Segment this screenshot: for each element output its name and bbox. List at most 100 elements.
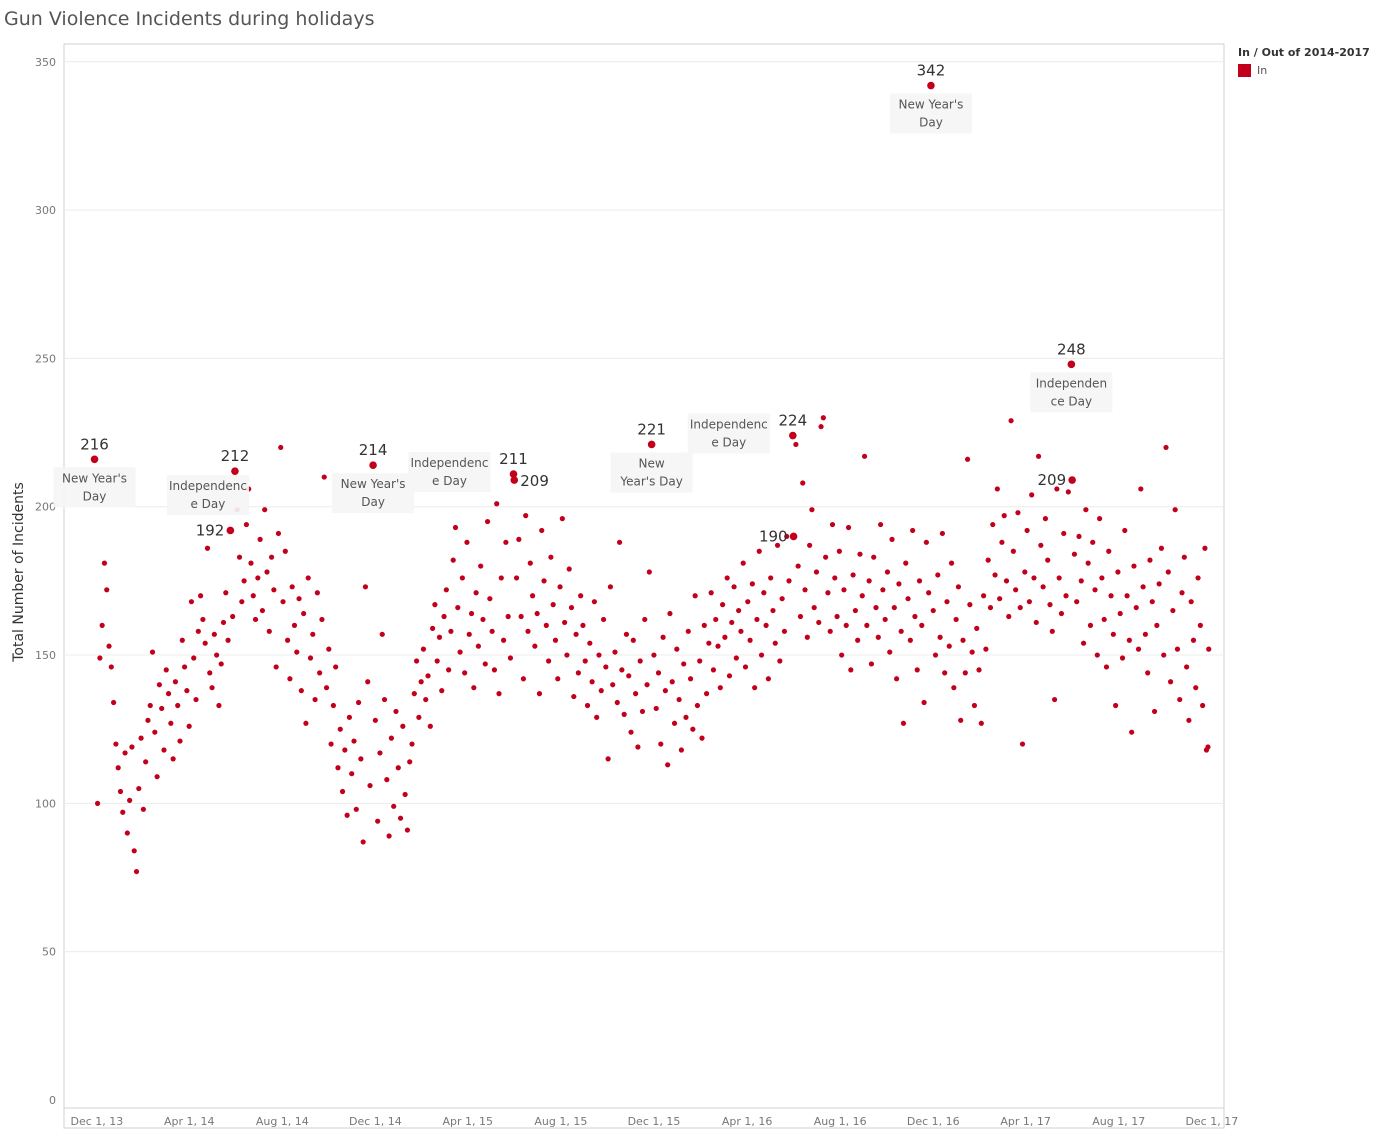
data-point xyxy=(323,685,330,691)
data-point xyxy=(946,643,952,649)
data-point xyxy=(248,560,254,566)
data-point xyxy=(614,699,620,706)
annotation-value: 224 xyxy=(778,412,807,430)
data-point xyxy=(97,655,103,661)
data-point xyxy=(809,507,815,513)
annotation-value: 190 xyxy=(759,527,788,545)
data-point xyxy=(303,720,309,726)
data-point xyxy=(335,765,341,771)
data-point xyxy=(779,596,785,602)
data-point xyxy=(312,696,318,703)
data-point xyxy=(296,596,302,602)
data-point xyxy=(1033,619,1039,626)
data-point xyxy=(1174,646,1181,652)
data-point xyxy=(697,658,703,664)
data-point xyxy=(236,554,243,560)
data-point xyxy=(191,655,197,661)
data-point xyxy=(436,634,443,640)
data-point xyxy=(131,848,137,854)
data-point xyxy=(491,667,498,673)
annotation-label: Day xyxy=(361,495,385,509)
data-point xyxy=(425,673,431,679)
data-point xyxy=(665,762,671,768)
data-point xyxy=(559,516,565,522)
data-point xyxy=(1161,652,1167,658)
highlighted-point xyxy=(927,81,935,90)
data-point xyxy=(225,637,231,643)
legend-label: In xyxy=(1257,64,1268,77)
data-point xyxy=(948,560,955,566)
data-point xyxy=(420,646,427,652)
data-point xyxy=(94,800,101,806)
data-point xyxy=(926,590,932,596)
data-point xyxy=(207,670,213,676)
data-point xyxy=(525,628,531,634)
data-point xyxy=(871,554,877,560)
data-point xyxy=(473,590,479,596)
legend-item-in[interactable]: In xyxy=(1238,64,1370,77)
data-point xyxy=(690,726,696,732)
data-point xyxy=(307,655,314,661)
data-point xyxy=(282,548,288,554)
data-point xyxy=(964,456,971,462)
data-point xyxy=(507,655,514,661)
annotation-label: e Day xyxy=(432,474,467,488)
data-point xyxy=(587,640,593,646)
highlighted-point xyxy=(369,461,377,470)
data-point xyxy=(129,744,135,750)
data-point xyxy=(990,521,996,528)
annotation-label-box xyxy=(332,473,415,514)
annotation-label-box xyxy=(610,452,693,493)
data-point xyxy=(140,806,146,812)
data-point xyxy=(539,527,545,534)
data-point xyxy=(774,542,781,548)
data-point xyxy=(720,602,726,608)
data-point xyxy=(1156,581,1162,587)
data-point xyxy=(503,539,509,545)
data-point xyxy=(342,747,348,753)
data-point xyxy=(992,572,998,578)
data-point xyxy=(678,747,684,753)
data-point xyxy=(1202,545,1208,551)
data-point xyxy=(637,658,643,664)
data-point xyxy=(230,613,236,620)
data-point xyxy=(623,631,630,637)
data-point xyxy=(738,628,744,634)
data-point xyxy=(1179,590,1185,596)
data-point xyxy=(912,613,918,620)
data-point xyxy=(804,634,810,640)
data-point xyxy=(1119,655,1126,661)
data-point xyxy=(658,741,664,747)
data-point xyxy=(1080,640,1087,646)
data-point xyxy=(127,797,133,804)
data-point xyxy=(271,587,277,593)
data-point xyxy=(1074,599,1080,605)
x-tick-label: Dec 1, 16 xyxy=(907,1115,960,1128)
data-point xyxy=(1197,622,1203,628)
data-point xyxy=(159,705,165,712)
data-point xyxy=(285,637,291,643)
data-point xyxy=(736,607,742,614)
data-point xyxy=(1029,492,1035,498)
data-point xyxy=(1117,610,1123,617)
data-point xyxy=(729,619,735,626)
data-point xyxy=(699,735,705,741)
y-tick-label: 200 xyxy=(35,501,56,514)
data-point xyxy=(202,640,208,646)
data-point xyxy=(450,557,456,563)
data-point xyxy=(186,723,192,729)
data-point xyxy=(935,572,941,578)
data-point xyxy=(218,661,224,667)
data-point xyxy=(163,667,169,673)
data-point xyxy=(407,759,413,765)
data-point xyxy=(786,578,792,584)
data-point xyxy=(621,711,627,717)
data-point xyxy=(1017,604,1023,611)
data-point xyxy=(317,670,323,676)
data-point xyxy=(594,714,600,720)
data-point xyxy=(462,670,468,676)
data-point xyxy=(179,637,185,643)
y-tick-label: 250 xyxy=(35,352,56,365)
data-point xyxy=(262,507,268,513)
data-point xyxy=(1013,587,1019,593)
